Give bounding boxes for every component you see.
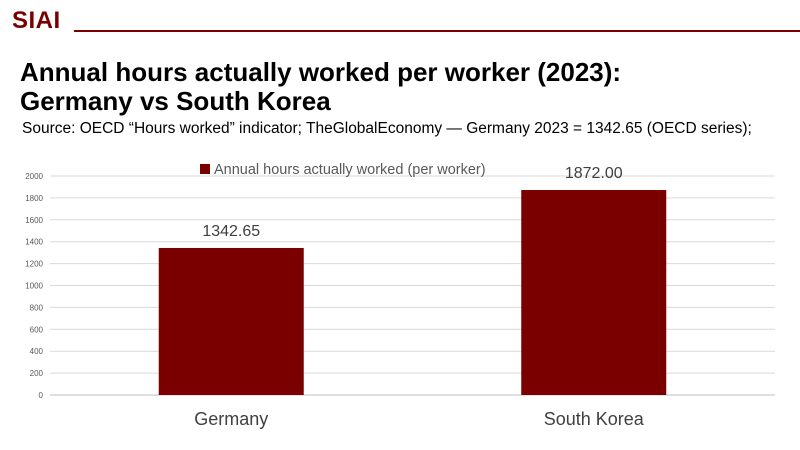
y-tick-label: 2000 bbox=[25, 172, 43, 181]
slide-title: Annual hours actually worked per worker … bbox=[20, 58, 780, 116]
y-tick-label: 1000 bbox=[25, 282, 43, 291]
y-tick-label: 1800 bbox=[25, 194, 43, 203]
chart-bars bbox=[158, 190, 667, 395]
y-tick-label: 1200 bbox=[25, 260, 43, 269]
bar-south-korea bbox=[521, 190, 667, 395]
slide-title-line-1: Annual hours actually worked per worker … bbox=[20, 57, 622, 87]
y-tick-label: 600 bbox=[30, 325, 44, 334]
bar-germany bbox=[158, 247, 304, 395]
data-label: 1342.65 bbox=[202, 223, 260, 240]
x-category-label: South Korea bbox=[544, 409, 645, 429]
y-axis-tick-labels: 0 200 400 600 800 1000 1200 1400 1600 1800 2000 bbox=[25, 172, 43, 400]
y-tick-label: 400 bbox=[30, 347, 44, 356]
y-tick-label: 0 bbox=[39, 391, 44, 400]
legend-swatch bbox=[200, 164, 210, 174]
y-tick-label: 1400 bbox=[25, 238, 43, 247]
slide-title-line-2: Germany vs South Korea bbox=[20, 86, 331, 116]
slide-subtitle: Source: OECD “Hours worked” indicator; T… bbox=[22, 120, 752, 137]
x-axis-category-labels: Germany South Korea bbox=[194, 409, 645, 429]
legend-label: Annual hours actually worked (per worker… bbox=[214, 162, 486, 178]
x-category-label: Germany bbox=[194, 409, 268, 429]
y-tick-label: 1600 bbox=[25, 216, 43, 225]
data-label: 1872.00 bbox=[565, 165, 623, 182]
y-tick-label: 200 bbox=[30, 369, 44, 378]
brand-logo: SIAI bbox=[12, 7, 61, 34]
chart-data-labels: 1342.65 1872.00 bbox=[202, 165, 622, 240]
y-tick-label: 800 bbox=[30, 303, 44, 312]
header-rule bbox=[74, 30, 800, 32]
chart-legend: Annual hours actually worked (per worker… bbox=[200, 162, 486, 178]
